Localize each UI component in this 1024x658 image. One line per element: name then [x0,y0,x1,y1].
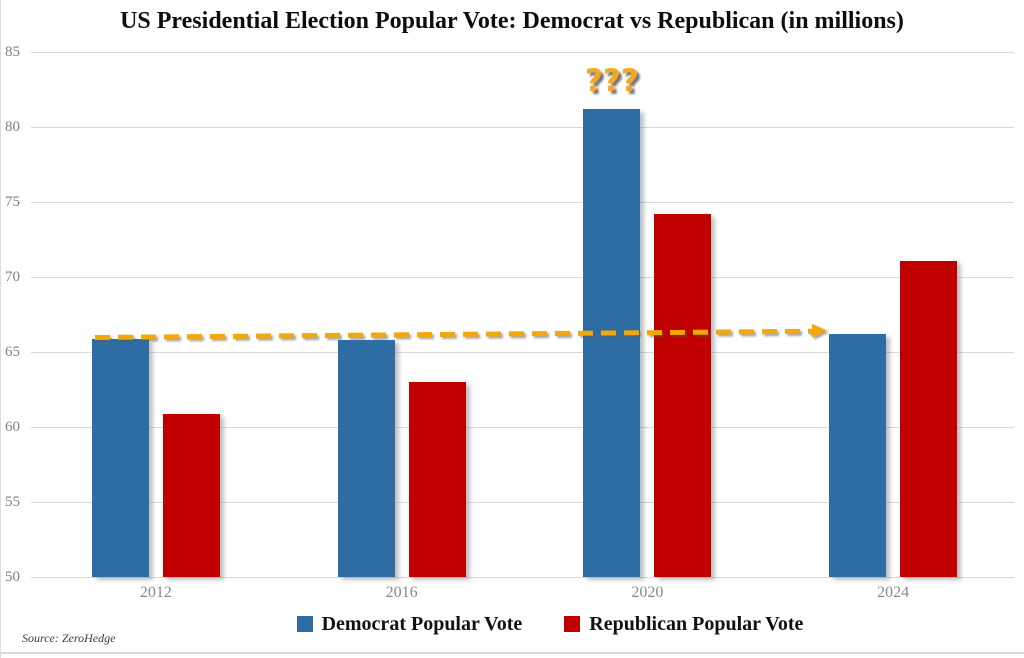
x-axis-label-2016: 2016 [385,584,418,601]
bar-republican-2020 [654,214,712,577]
bar-democrat-2016 [337,340,395,577]
legend-item-republican: Republican Popular Vote [564,613,803,636]
trend-arrow-head-icon [812,323,828,338]
chart-title: US Presidential Election Popular Vote: D… [120,8,904,34]
y-axis-label-85: 85 [5,44,20,60]
bar-democrat-2012 [91,338,149,577]
gridline-60 [31,426,1014,428]
chart-legend: Democrat Popular Vote Republican Popular… [0,608,1024,640]
bar-republican-2016 [408,382,466,577]
gridline-75 [31,201,1014,203]
gridline-65 [31,351,1014,353]
x-axis-label-2012: 2012 [139,584,172,601]
bar-republican-2012 [162,413,220,577]
y-axis-label-65: 65 [5,344,20,360]
legend-item-democrat: Democrat Popular Vote [296,612,523,636]
y-axis-label-75: 75 [5,194,20,210]
question-marks-annotation: ??? [584,63,639,99]
x-axis-label-2020: 2020 [631,584,664,601]
gridline-50 [31,576,1014,578]
bar-democrat-2024 [829,334,887,577]
y-axis-label-50: 50 [5,569,20,585]
gridline-80 [31,126,1014,128]
bottom-divider-line [0,652,1024,654]
y-axis-label-80: 80 [5,119,20,135]
legend-swatch-republican-icon [564,616,581,632]
legend-label-republican: Republican Popular Vote [589,612,804,635]
source-note: Source: ZeroHedge [22,631,116,645]
bar-republican-2024 [900,260,958,577]
gridline-70 [31,276,1014,278]
y-axis-label-70: 70 [5,269,20,285]
x-axis-label-2024: 2024 [877,584,910,601]
gridline-85 [31,51,1014,53]
window-left-edge [0,0,1,658]
legend-label-democrat: Democrat Popular Vote [321,612,523,635]
legend-swatch-democrat-icon [296,616,313,632]
y-axis-label-55: 55 [5,494,20,510]
bar-democrat-2020 [583,109,641,577]
y-axis-label-60: 60 [5,419,20,435]
gridline-55 [31,501,1014,503]
